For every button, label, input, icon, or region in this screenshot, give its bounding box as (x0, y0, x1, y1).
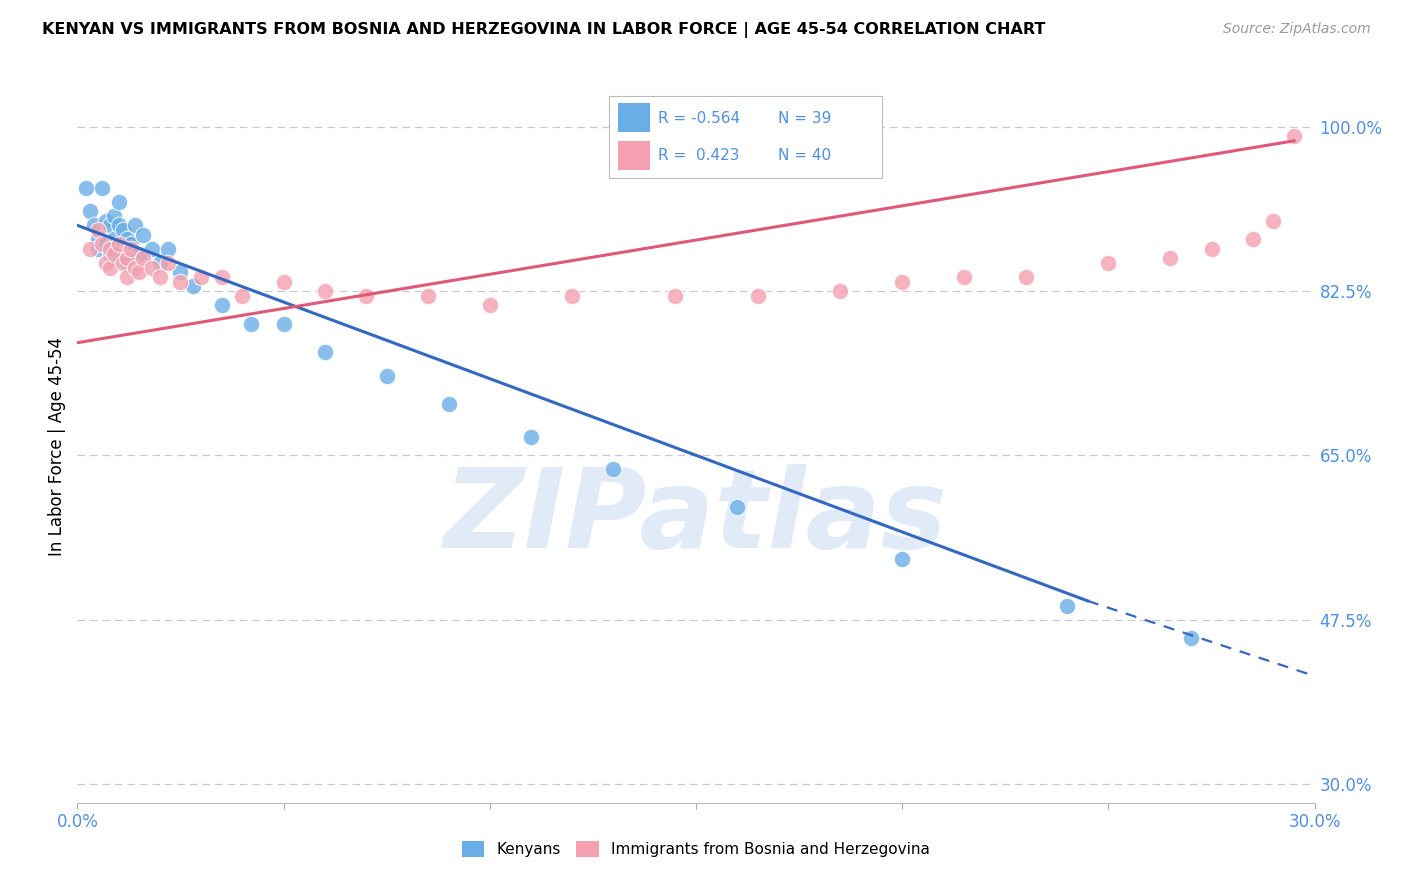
Point (561, 289, 583, 303)
Point (120, 237, 142, 252)
Point (602, 462, 624, 476)
Point (181, 279, 204, 293)
Point (478, 298, 501, 312)
Point (830, 284, 852, 298)
Point (96, 237, 118, 252)
Point (314, 345, 336, 359)
Point (79, 204, 101, 219)
Legend: Kenyans, Immigrants from Bosnia and Herzegovina: Kenyans, Immigrants from Bosnia and Herz… (456, 835, 936, 863)
Point (83, 219, 105, 233)
Point (98, 260, 121, 275)
Text: R = -0.564: R = -0.564 (658, 111, 741, 126)
Point (96, 256, 118, 270)
Point (103, 209, 125, 223)
Point (115, 256, 138, 270)
Point (79, 242, 101, 256)
Point (75, 181, 97, 195)
Point (128, 265, 150, 279)
Point (103, 246, 125, 260)
Text: N = 39: N = 39 (778, 111, 831, 126)
Point (98, 246, 121, 260)
Point (953, 270, 976, 285)
Point (1015, 270, 1038, 285)
Point (141, 242, 163, 256)
Point (115, 232, 138, 246)
Point (103, 232, 125, 246)
Point (1241, 232, 1264, 246)
Text: R =  0.423: R = 0.423 (658, 148, 740, 163)
Point (520, 429, 543, 443)
Point (354, 289, 377, 303)
Point (1201, 242, 1223, 256)
Point (107, 251, 129, 265)
Point (375, 368, 398, 383)
Point (664, 289, 686, 303)
Text: N = 40: N = 40 (778, 148, 831, 163)
Point (87, 232, 110, 246)
Point (98, 219, 121, 233)
Y-axis label: In Labor Force | Age 45-54: In Labor Force | Age 45-54 (48, 336, 66, 556)
Point (115, 251, 138, 265)
Point (891, 275, 914, 289)
Point (87, 223, 110, 237)
Point (1056, 599, 1078, 613)
Point (1097, 256, 1119, 270)
Point (132, 251, 155, 265)
Point (111, 256, 134, 270)
Point (120, 242, 142, 256)
Point (169, 275, 191, 289)
FancyBboxPatch shape (617, 103, 650, 132)
Point (157, 256, 180, 270)
Point (1159, 251, 1181, 265)
Point (190, 270, 212, 285)
Point (98, 242, 121, 256)
Point (132, 227, 155, 242)
Point (747, 289, 769, 303)
Point (725, 500, 748, 514)
Point (107, 194, 129, 209)
Point (273, 275, 295, 289)
Point (149, 256, 172, 270)
Point (111, 223, 134, 237)
Point (107, 219, 129, 233)
Point (211, 270, 233, 285)
Point (1180, 632, 1202, 646)
Point (891, 551, 914, 566)
Text: ZIPatlas: ZIPatlas (444, 464, 948, 571)
Point (107, 237, 129, 252)
Point (314, 284, 336, 298)
Point (124, 219, 146, 233)
Point (128, 246, 150, 260)
Point (115, 270, 138, 285)
Point (231, 289, 253, 303)
Point (416, 289, 439, 303)
Point (273, 317, 295, 331)
Point (1282, 129, 1305, 144)
Text: Source: ZipAtlas.com: Source: ZipAtlas.com (1223, 22, 1371, 37)
Point (141, 260, 163, 275)
Point (1263, 213, 1285, 227)
Point (149, 270, 172, 285)
Point (211, 298, 233, 312)
Point (96, 213, 118, 227)
Point (124, 260, 146, 275)
Point (87, 242, 110, 256)
Point (157, 242, 180, 256)
Point (239, 317, 262, 331)
Text: KENYAN VS IMMIGRANTS FROM BOSNIA AND HERZEGOVINA IN LABOR FORCE | AGE 45-54 CORR: KENYAN VS IMMIGRANTS FROM BOSNIA AND HER… (42, 22, 1046, 38)
FancyBboxPatch shape (617, 141, 650, 170)
Point (91, 237, 114, 252)
Point (91, 181, 114, 195)
Point (169, 265, 191, 279)
Point (437, 397, 460, 411)
